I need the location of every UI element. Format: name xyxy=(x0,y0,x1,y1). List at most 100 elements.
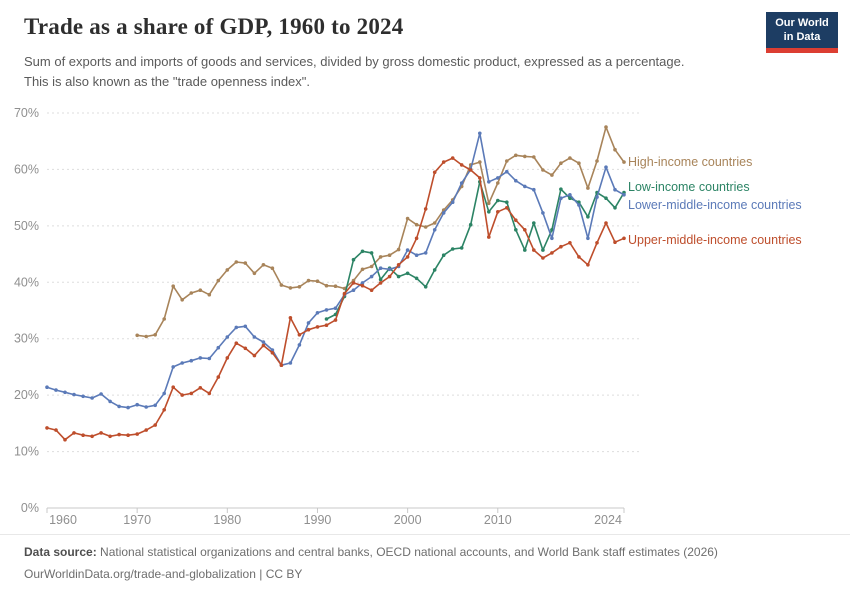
series-point-high-income-countries xyxy=(432,221,437,225)
series-point-high-income-countries xyxy=(532,155,536,159)
series-point-lower-middle-income-countries xyxy=(333,306,338,311)
series-point-high-income-countries xyxy=(234,260,239,264)
series-point-high-income-countries xyxy=(198,288,203,293)
series-point-low-income-countries xyxy=(532,221,536,225)
owid-logo-line1: Our World xyxy=(775,17,829,29)
series-point-lower-middle-income-countries xyxy=(505,169,509,174)
series-point-lower-middle-income-countries xyxy=(450,200,455,204)
series-point-upper-middle-income-countries xyxy=(162,408,166,412)
series-point-upper-middle-income-countries xyxy=(613,240,617,244)
series-point-low-income-countries xyxy=(414,276,419,281)
series-point-upper-middle-income-countries xyxy=(225,356,230,360)
series-label-lower-middle-income-countries[interactable]: Lower-middle-income countries xyxy=(628,198,802,212)
series-point-lower-middle-income-countries xyxy=(532,187,536,192)
series-point-high-income-countries xyxy=(514,153,518,158)
series-point-low-income-countries xyxy=(468,222,473,227)
series-point-high-income-countries xyxy=(189,291,194,295)
series-line-lower-middle-income-countries[interactable] xyxy=(46,132,625,409)
series-point-upper-middle-income-countries xyxy=(342,291,347,296)
series-point-high-income-countries xyxy=(306,278,311,283)
owid-logo[interactable]: Our World in Data xyxy=(766,12,838,53)
series-point-upper-middle-income-countries xyxy=(595,241,599,245)
series-point-lower-middle-income-countries xyxy=(432,228,437,232)
series-point-upper-middle-income-countries xyxy=(360,283,365,288)
series-point-high-income-countries xyxy=(261,263,266,267)
series-point-low-income-countries xyxy=(360,249,365,254)
series-point-lower-middle-income-countries xyxy=(559,196,563,200)
series-point-low-income-countries xyxy=(450,247,455,251)
series-point-lower-middle-income-countries xyxy=(595,195,599,199)
series-point-upper-middle-income-countries xyxy=(90,434,94,439)
series-point-upper-middle-income-countries xyxy=(396,263,401,267)
series-point-lower-middle-income-countries xyxy=(604,165,608,169)
series-point-high-income-countries xyxy=(180,298,184,302)
series-point-lower-middle-income-countries xyxy=(577,203,581,207)
series-point-lower-middle-income-countries xyxy=(144,405,148,409)
series-point-low-income-countries xyxy=(423,285,428,289)
series-point-high-income-countries xyxy=(252,271,257,276)
footer-separator: | xyxy=(255,567,266,581)
series-point-upper-middle-income-countries xyxy=(523,228,527,232)
y-axis-label: 0% xyxy=(21,501,39,515)
series-point-lower-middle-income-countries xyxy=(99,392,103,396)
series-point-lower-middle-income-countries xyxy=(180,361,184,365)
series-point-high-income-countries xyxy=(550,173,554,177)
series-point-upper-middle-income-countries xyxy=(622,236,626,241)
series-point-high-income-countries xyxy=(478,160,482,164)
series-point-lower-middle-income-countries xyxy=(351,288,356,293)
series-point-high-income-countries xyxy=(297,285,302,289)
series-point-upper-middle-income-countries xyxy=(387,274,392,279)
series-point-low-income-countries xyxy=(541,248,545,252)
footer-license[interactable]: CC BY xyxy=(265,567,303,581)
series-label-high-income-countries[interactable]: High-income countries xyxy=(628,155,752,169)
series-point-high-income-countries xyxy=(559,161,563,165)
series-point-high-income-countries xyxy=(523,154,527,159)
series-point-upper-middle-income-countries xyxy=(306,327,311,332)
series-point-high-income-countries xyxy=(487,201,491,206)
series-point-lower-middle-income-countries xyxy=(72,392,76,397)
series-point-high-income-countries xyxy=(153,333,157,337)
series-point-high-income-countries xyxy=(496,181,500,185)
series-point-high-income-countries xyxy=(315,279,320,284)
x-axis-label: 2024 xyxy=(594,513,622,527)
series-point-lower-middle-income-countries xyxy=(225,335,230,339)
series-point-low-income-countries xyxy=(459,246,464,250)
series-point-low-income-countries xyxy=(378,277,383,282)
series-point-lower-middle-income-countries xyxy=(550,236,554,241)
y-axis-label: 20% xyxy=(14,388,39,402)
series-point-lower-middle-income-countries xyxy=(405,248,410,252)
series-point-lower-middle-income-countries xyxy=(622,193,626,197)
series-point-lower-middle-income-countries xyxy=(378,266,383,271)
series-point-lower-middle-income-countries xyxy=(487,180,491,184)
series-point-lower-middle-income-countries xyxy=(81,394,85,399)
footer-link[interactable]: OurWorldinData.org/trade-and-globalizati… xyxy=(24,567,256,581)
series-point-upper-middle-income-countries xyxy=(559,244,563,249)
series-point-high-income-countries xyxy=(270,266,275,271)
series-point-upper-middle-income-countries xyxy=(487,235,491,239)
series-point-lower-middle-income-countries xyxy=(126,405,130,410)
series-point-upper-middle-income-countries xyxy=(532,248,536,252)
series-point-lower-middle-income-countries xyxy=(586,236,590,241)
series-label-upper-middle-income-countries[interactable]: Upper-middle-income countries xyxy=(628,233,802,247)
series-point-upper-middle-income-countries xyxy=(568,241,572,245)
series-point-upper-middle-income-countries xyxy=(45,426,49,430)
page-title: Trade as a share of GDP, 1960 to 2024 xyxy=(24,14,404,39)
series-point-upper-middle-income-countries xyxy=(604,221,608,225)
series-point-high-income-countries xyxy=(360,267,365,272)
series-point-upper-middle-income-countries xyxy=(414,236,419,241)
series-point-upper-middle-income-countries xyxy=(189,391,194,396)
series-point-upper-middle-income-countries xyxy=(243,346,248,351)
series-point-high-income-countries xyxy=(216,278,221,283)
series-point-upper-middle-income-countries xyxy=(478,176,482,180)
series-point-low-income-countries xyxy=(405,271,410,276)
series-point-lower-middle-income-countries xyxy=(423,251,428,255)
x-axis-label: 2010 xyxy=(484,513,512,527)
series-point-upper-middle-income-countries xyxy=(441,160,446,164)
series-label-low-income-countries[interactable]: Low-income countries xyxy=(628,180,750,194)
series-point-low-income-countries xyxy=(351,257,356,262)
y-axis-label: 40% xyxy=(14,275,39,289)
series-point-upper-middle-income-countries xyxy=(505,206,509,210)
footer-datasource: Data source: National statistical organi… xyxy=(24,545,834,559)
series-point-lower-middle-income-countries xyxy=(459,181,464,185)
series-point-upper-middle-income-countries xyxy=(252,353,257,358)
